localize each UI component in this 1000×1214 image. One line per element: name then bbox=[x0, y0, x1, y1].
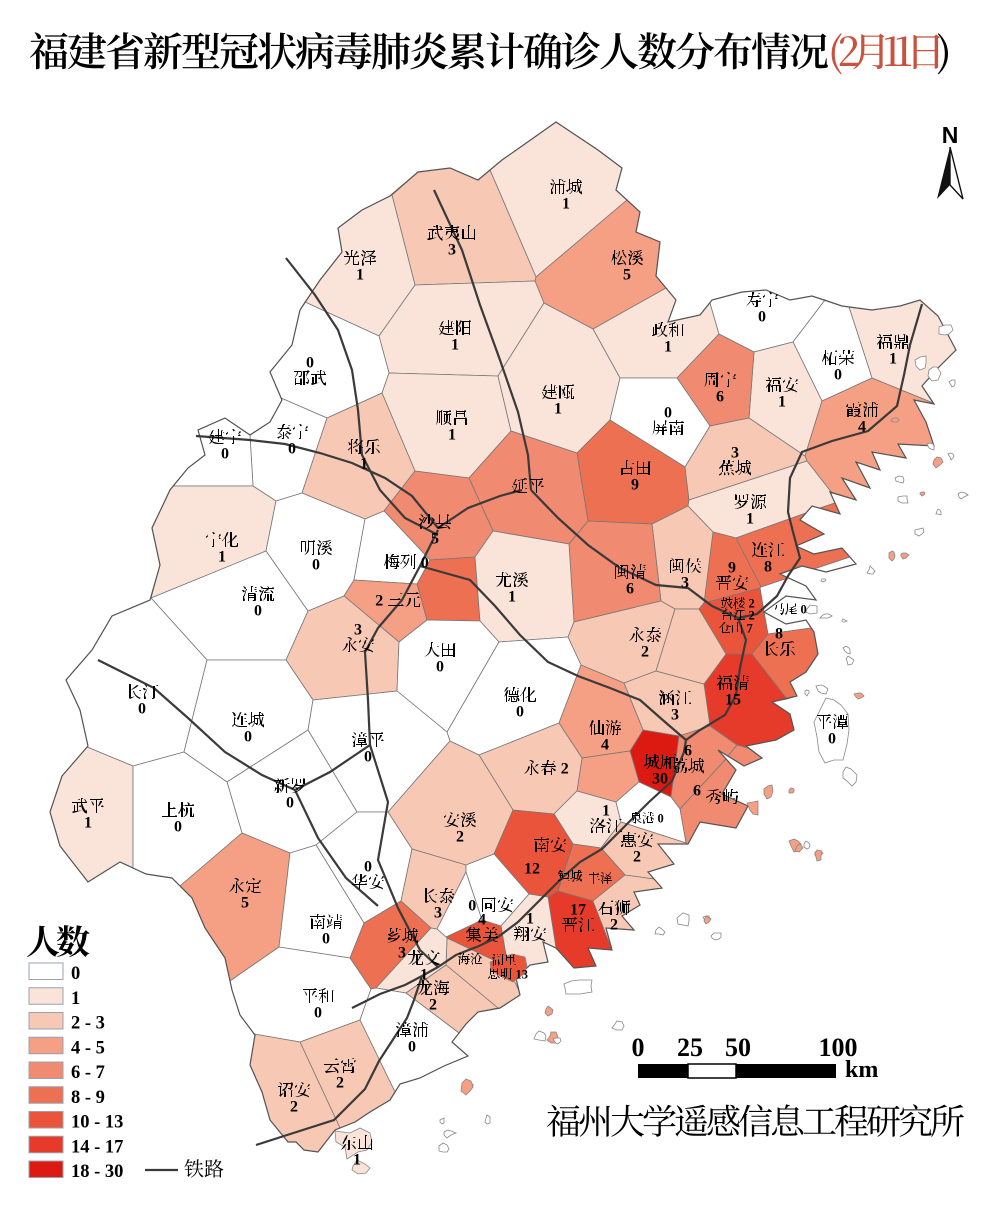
svg-text:100: 100 bbox=[819, 1033, 858, 1062]
svg-text:1: 1 bbox=[746, 510, 754, 527]
svg-text:0: 0 bbox=[632, 1033, 645, 1062]
svg-text:1: 1 bbox=[602, 802, 610, 819]
svg-text:2: 2 bbox=[290, 1098, 298, 1115]
svg-text:2 - 3: 2 - 3 bbox=[71, 1014, 105, 1034]
svg-text:0: 0 bbox=[801, 602, 807, 616]
svg-text:1: 1 bbox=[526, 910, 534, 927]
svg-text:10 - 13: 10 - 13 bbox=[71, 1113, 123, 1133]
svg-text:0: 0 bbox=[174, 818, 182, 835]
svg-text:4: 4 bbox=[858, 418, 866, 435]
svg-text:1: 1 bbox=[448, 426, 456, 443]
svg-text:1: 1 bbox=[451, 336, 459, 353]
svg-text:0: 0 bbox=[306, 354, 314, 371]
svg-text:1: 1 bbox=[353, 1151, 361, 1168]
svg-text:2: 2 bbox=[749, 608, 755, 622]
svg-text:0: 0 bbox=[314, 1004, 322, 1021]
svg-text:3: 3 bbox=[671, 706, 679, 723]
svg-text:0: 0 bbox=[364, 748, 372, 765]
svg-text:8: 8 bbox=[764, 558, 772, 575]
svg-text:2: 2 bbox=[429, 996, 437, 1013]
svg-text:1: 1 bbox=[71, 989, 80, 1009]
svg-text:0: 0 bbox=[286, 794, 294, 811]
svg-text:5: 5 bbox=[623, 266, 631, 283]
svg-text:14 - 17: 14 - 17 bbox=[71, 1137, 123, 1157]
svg-text:3: 3 bbox=[681, 574, 689, 591]
svg-text:25: 25 bbox=[677, 1033, 703, 1062]
svg-text:6: 6 bbox=[684, 742, 692, 759]
svg-text:18 - 30: 18 - 30 bbox=[71, 1162, 123, 1182]
svg-text:1: 1 bbox=[778, 393, 786, 410]
svg-text:4 - 5: 4 - 5 bbox=[71, 1038, 105, 1058]
svg-text:2: 2 bbox=[749, 596, 755, 610]
svg-text:1: 1 bbox=[420, 966, 428, 983]
svg-text:8 - 9: 8 - 9 bbox=[71, 1088, 105, 1108]
svg-text:5: 5 bbox=[431, 530, 439, 547]
svg-text:5: 5 bbox=[241, 894, 249, 911]
svg-text:0: 0 bbox=[436, 658, 444, 675]
svg-text:6: 6 bbox=[626, 580, 634, 597]
svg-text:30: 30 bbox=[652, 770, 668, 787]
svg-text:17: 17 bbox=[570, 901, 586, 918]
svg-text:0: 0 bbox=[658, 811, 664, 825]
svg-text:0: 0 bbox=[288, 440, 296, 457]
svg-text:0: 0 bbox=[408, 1038, 416, 1055]
svg-text:0: 0 bbox=[468, 897, 476, 914]
svg-text:1: 1 bbox=[356, 266, 364, 283]
svg-text:0: 0 bbox=[421, 554, 429, 571]
svg-text:8: 8 bbox=[775, 625, 783, 642]
svg-text:0: 0 bbox=[244, 728, 252, 745]
svg-text:6: 6 bbox=[716, 388, 724, 405]
svg-text:0: 0 bbox=[312, 556, 320, 573]
svg-text:0: 0 bbox=[516, 703, 524, 720]
svg-text:1: 1 bbox=[218, 548, 226, 565]
svg-text:1: 1 bbox=[554, 400, 562, 417]
svg-text:2: 2 bbox=[633, 848, 641, 865]
svg-text:1: 1 bbox=[664, 338, 672, 355]
svg-text:6: 6 bbox=[693, 782, 701, 799]
svg-text:0: 0 bbox=[828, 730, 836, 747]
svg-text:6 - 7: 6 - 7 bbox=[71, 1063, 105, 1083]
svg-text:2: 2 bbox=[336, 1074, 344, 1091]
svg-text:0: 0 bbox=[364, 858, 372, 875]
svg-text:0: 0 bbox=[138, 700, 146, 717]
svg-text:9: 9 bbox=[728, 559, 736, 576]
svg-text:4: 4 bbox=[601, 736, 609, 753]
svg-text:1: 1 bbox=[84, 814, 92, 831]
svg-text:2: 2 bbox=[561, 760, 569, 777]
svg-text:13: 13 bbox=[516, 967, 529, 981]
svg-text:1: 1 bbox=[508, 588, 516, 605]
svg-text:0: 0 bbox=[664, 404, 672, 421]
svg-text:N: N bbox=[942, 122, 959, 148]
svg-text:2: 2 bbox=[641, 643, 649, 660]
svg-text:2: 2 bbox=[375, 592, 383, 609]
svg-text:1: 1 bbox=[889, 350, 897, 367]
svg-text:0: 0 bbox=[834, 366, 842, 383]
svg-text:3: 3 bbox=[354, 621, 362, 638]
svg-text:0: 0 bbox=[322, 930, 330, 947]
svg-text:7: 7 bbox=[747, 621, 753, 635]
svg-text:2: 2 bbox=[610, 916, 618, 933]
svg-text:4: 4 bbox=[478, 911, 486, 928]
svg-text:2: 2 bbox=[456, 828, 464, 845]
svg-text:50: 50 bbox=[725, 1033, 751, 1062]
svg-text:3: 3 bbox=[731, 444, 739, 461]
svg-text:12: 12 bbox=[524, 860, 540, 877]
svg-text:3: 3 bbox=[434, 904, 442, 921]
svg-text:0: 0 bbox=[221, 445, 229, 462]
svg-text:1: 1 bbox=[562, 195, 570, 212]
svg-text:0: 0 bbox=[758, 308, 766, 325]
svg-text:0: 0 bbox=[71, 964, 80, 984]
svg-text:15: 15 bbox=[725, 691, 741, 708]
svg-text:1: 1 bbox=[360, 455, 368, 472]
svg-text:9: 9 bbox=[631, 476, 639, 493]
svg-text:0: 0 bbox=[254, 602, 262, 619]
svg-text:km: km bbox=[845, 1057, 878, 1083]
svg-text:3: 3 bbox=[448, 241, 456, 258]
svg-text:3: 3 bbox=[398, 944, 406, 961]
